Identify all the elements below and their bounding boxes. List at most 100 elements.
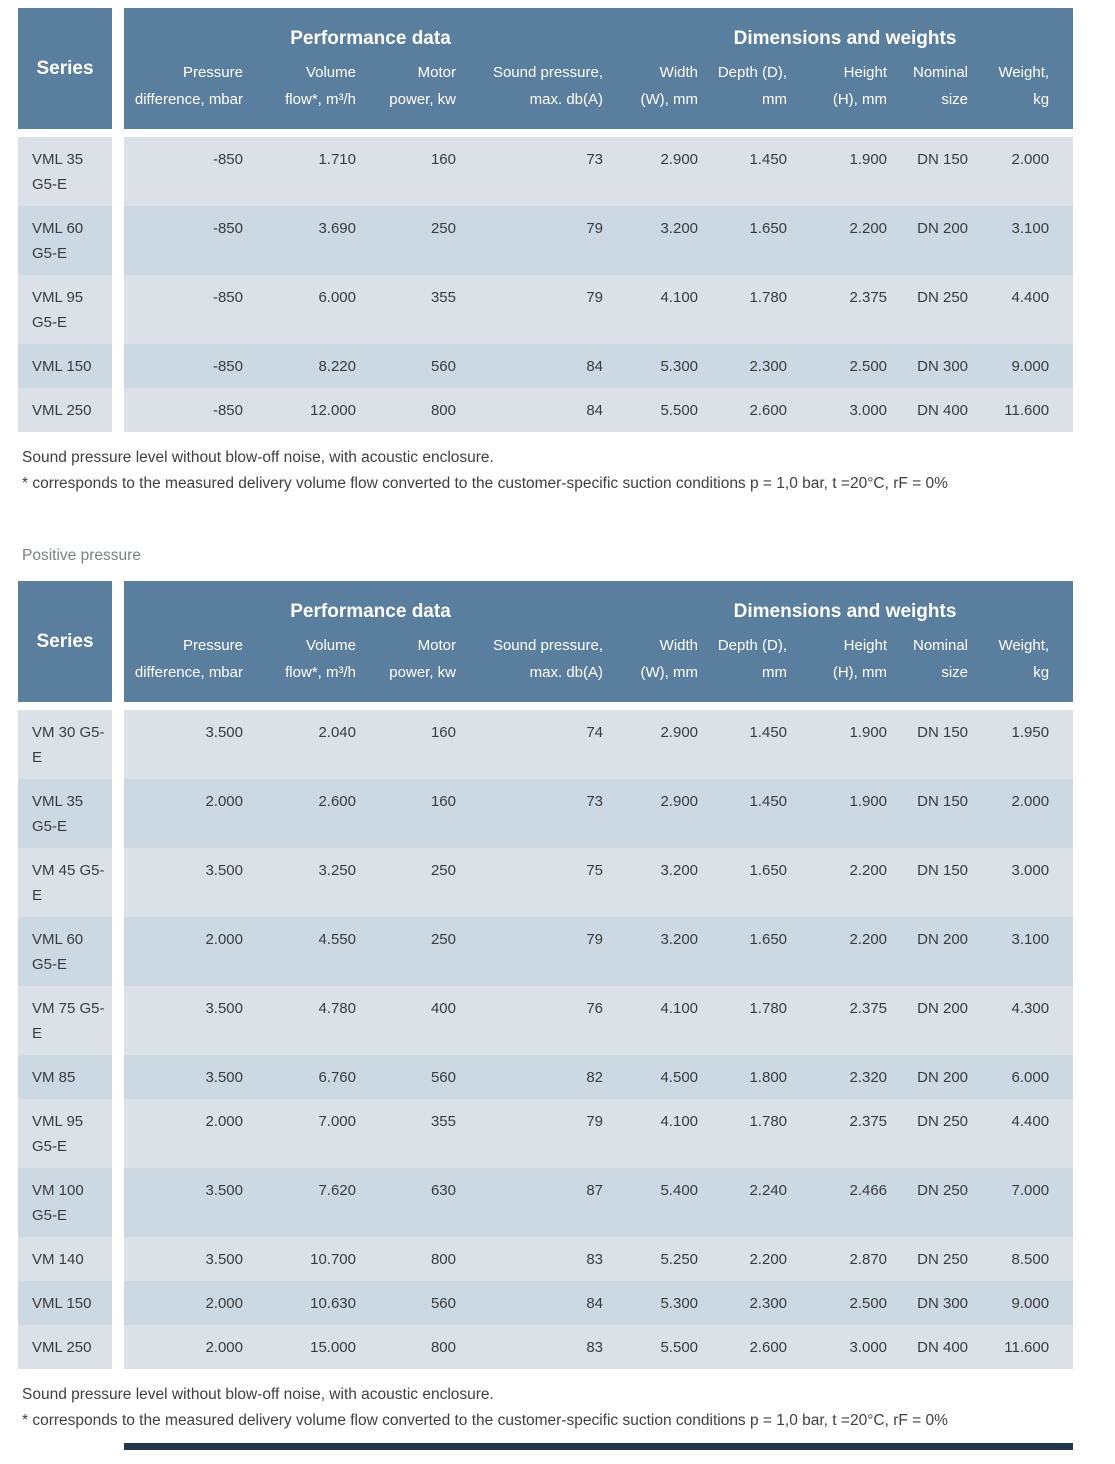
series-name: VML 95 G5-E — [18, 275, 112, 344]
column-gap — [112, 8, 124, 137]
table-row: VM 85 3.500 6.760 560 82 4.500 1.800 2.320 DN 20… — [18, 1055, 1074, 1099]
value-cell: 2.375 — [801, 275, 902, 344]
value-cell: 87 — [470, 1168, 618, 1237]
value-cell: 79 — [470, 1099, 618, 1168]
value-cell: 4.550 — [257, 917, 370, 986]
value-cell: 800 — [370, 388, 470, 432]
footnote-asterisk: * corresponds to the measured delivery v… — [22, 1412, 948, 1429]
value-cell: 5.500 — [617, 1325, 713, 1369]
value-cell: 160 — [370, 779, 470, 848]
value-cell: 4.400 — [982, 1099, 1074, 1168]
value-cell: 2.300 — [712, 344, 802, 388]
value-cell: 560 — [370, 1281, 470, 1325]
value-cell: 2.200 — [712, 1237, 802, 1281]
value-cell: 1.450 — [712, 710, 802, 779]
value-cell: 5.250 — [617, 1237, 713, 1281]
value-cell: 2.870 — [801, 1237, 902, 1281]
table-row: VM 140 3.500 10.700 800 83 5.250 2.200 2.870 DN … — [18, 1237, 1074, 1281]
value-cell: 2.900 — [617, 137, 713, 206]
value-cell: 5.300 — [617, 344, 713, 388]
value-cell: 1.650 — [712, 917, 802, 986]
column-header-width: Width (W), mm — [617, 632, 713, 710]
value-cell: 3.200 — [617, 917, 713, 986]
value-cell: DN 200 — [901, 206, 983, 275]
footnote-asterisk: * corresponds to the measured delivery v… — [22, 475, 948, 492]
column-gap — [112, 344, 124, 388]
value-cell: 3.200 — [617, 206, 713, 275]
value-cell: 250 — [370, 848, 470, 917]
value-cell: 2.320 — [801, 1055, 902, 1099]
value-cell: DN 250 — [901, 275, 983, 344]
value-cell: 2.600 — [257, 779, 370, 848]
column-header-depth: Depth (D), mm — [712, 632, 802, 710]
value-cell: 560 — [370, 1055, 470, 1099]
footnote-sound-pressure: Sound pressure level without blow-off no… — [22, 1386, 494, 1403]
value-cell: 9.000 — [982, 344, 1074, 388]
table-row: VML 60 G5-E -850 3.690 250 79 3.200 1.650 2.200… — [18, 206, 1074, 275]
group-header-dimensions-weights: Dimensions and weights — [617, 581, 1074, 632]
value-cell: 355 — [370, 275, 470, 344]
column-gap — [112, 917, 124, 986]
value-cell: 560 — [370, 344, 470, 388]
value-cell: 3.000 — [801, 388, 902, 432]
value-cell: 8.500 — [982, 1237, 1074, 1281]
value-cell: 11.600 — [982, 388, 1074, 432]
positive-pressure-label: Positive pressure — [22, 547, 141, 564]
column-header-depth: Depth (D), mm — [712, 59, 802, 137]
value-cell: 76 — [470, 986, 618, 1055]
series-name: VML 95 G5-E — [18, 1099, 112, 1168]
column-header-weight: Weight, kg — [982, 632, 1074, 710]
value-cell: 2.500 — [801, 1281, 902, 1325]
value-cell: 2.000 — [124, 917, 257, 986]
value-cell: DN 400 — [901, 1325, 983, 1369]
value-cell: DN 200 — [901, 1055, 983, 1099]
series-name: VML 60 G5-E — [18, 206, 112, 275]
table-row: VM 100 G5-E 3.500 7.620 630 87 5.400 2.240 2.46… — [18, 1168, 1074, 1237]
table-body: VML 35 G5-E -850 1.710 160 73 2.900 1.450 1.900… — [18, 137, 1074, 432]
value-cell: DN 200 — [901, 917, 983, 986]
value-cell: 5.300 — [617, 1281, 713, 1325]
column-gap — [112, 848, 124, 917]
series-column-header: Series — [18, 581, 112, 710]
value-cell: 9.000 — [982, 1281, 1074, 1325]
value-cell: 2.040 — [257, 710, 370, 779]
value-cell: -850 — [124, 206, 257, 275]
column-header-height: Height (H), mm — [801, 59, 902, 137]
value-cell: 400 — [370, 986, 470, 1055]
value-cell: 79 — [470, 275, 618, 344]
column-gap — [112, 275, 124, 344]
value-cell: 3.250 — [257, 848, 370, 917]
value-cell: 2.375 — [801, 1099, 902, 1168]
table-row: VML 60 G5-E 2.000 4.550 250 79 3.200 1.650 2.20… — [18, 917, 1074, 986]
value-cell: 1.900 — [801, 779, 902, 848]
value-cell: 79 — [470, 917, 618, 986]
value-cell: 4.300 — [982, 986, 1074, 1055]
positive-pressure-section: Series Performance data Dimensions and w… — [18, 581, 1115, 1434]
column-gap — [112, 1055, 124, 1099]
series-name: VML 150 — [18, 1281, 112, 1325]
table-header: Series Performance data Dimensions and w… — [18, 8, 1074, 137]
table-row: VML 250 2.000 15.000 800 83 5.500 2.600 3.000 DN… — [18, 1325, 1074, 1369]
table-row: VML 150 2.000 10.630 560 84 5.300 2.300 2.500 DN… — [18, 1281, 1074, 1325]
value-cell: 2.240 — [712, 1168, 802, 1237]
value-cell: 7.620 — [257, 1168, 370, 1237]
value-cell: 84 — [470, 344, 618, 388]
value-cell: 4.500 — [617, 1055, 713, 1099]
column-gap — [112, 986, 124, 1055]
footnote-sound-pressure: Sound pressure level without blow-off no… — [22, 449, 494, 466]
table-row: VML 35 G5-E 2.000 2.600 160 73 2.900 1.450 1.90… — [18, 779, 1074, 848]
series-name: VML 35 G5-E — [18, 137, 112, 206]
value-cell: 3.000 — [982, 848, 1074, 917]
value-cell: 1.900 — [801, 710, 902, 779]
value-cell: 15.000 — [257, 1325, 370, 1369]
value-cell: DN 400 — [901, 388, 983, 432]
column-header-sound-pressure: Sound pressure, max. db(A) — [470, 632, 618, 710]
value-cell: 73 — [470, 137, 618, 206]
value-cell: 12.000 — [257, 388, 370, 432]
value-cell: 6.000 — [257, 275, 370, 344]
table-row: VML 35 G5-E -850 1.710 160 73 2.900 1.450 1.900… — [18, 137, 1074, 206]
value-cell: 7.000 — [982, 1168, 1074, 1237]
spec-table-positive-pressure: Series Performance data Dimensions and w… — [18, 581, 1074, 1369]
value-cell: DN 300 — [901, 1281, 983, 1325]
